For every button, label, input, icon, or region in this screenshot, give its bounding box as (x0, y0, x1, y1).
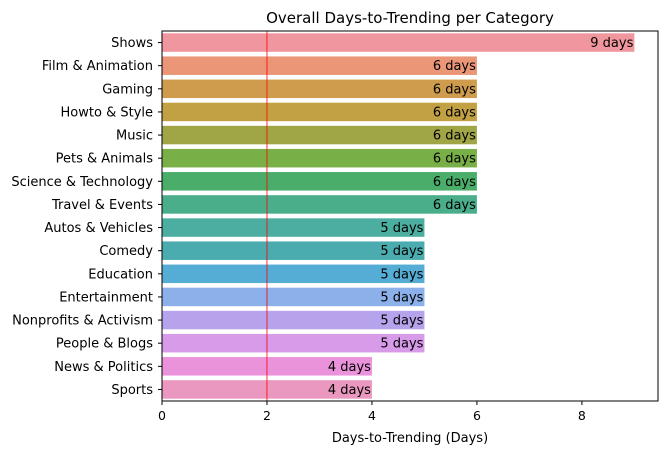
bar-film-animation (162, 56, 477, 75)
data-label-pets-animals: 6 days (433, 152, 476, 167)
category-label-pets-animals: Pets & Animals (56, 152, 154, 167)
data-label-news-politics: 4 days (328, 360, 371, 375)
data-label-autos-vehicles: 5 days (380, 221, 423, 236)
data-label-entertainment: 5 days (380, 290, 423, 305)
category-label-comedy: Comedy (99, 244, 153, 259)
bar-science-technology (162, 172, 477, 191)
category-label-science-technology: Science & Technology (11, 175, 153, 190)
x-axis-label: Days-to-Trending (Days) (332, 431, 488, 446)
x-tick-label-2: 2 (263, 408, 271, 423)
data-label-gaming: 6 days (433, 82, 476, 97)
category-label-gaming: Gaming (102, 82, 153, 97)
bar-nonprofits-activism (162, 310, 425, 330)
bar-education (162, 264, 425, 284)
category-label-people-blogs: People & Blogs (56, 337, 153, 352)
x-tick-group: 0 2 4 6 8 (158, 401, 586, 423)
bar-shows (162, 33, 635, 52)
category-label-nonprofits-activism: Nonprofits & Activism (12, 314, 153, 329)
category-label-news-politics: News & Politics (54, 360, 153, 375)
plot-frame (161, 30, 659, 402)
bar-comedy (162, 241, 425, 260)
bar-pets-animals (162, 148, 477, 168)
x-tick-label-6: 6 (473, 408, 481, 423)
category-label-group: Shows Film & Animation Gaming Howto & Style… (11, 36, 162, 398)
category-label-film-animation: Film & Animation (42, 59, 153, 74)
category-label-education: Education (88, 267, 153, 282)
data-label-group: 9 days 6 days 6 days 6 days 6 days 6 days 6 da… (328, 36, 634, 398)
data-label-education: 5 days (380, 267, 423, 282)
category-label-autos-vehicles: Autos & Vehicles (44, 221, 153, 236)
x-tick-label-8: 8 (578, 408, 586, 423)
category-label-travel-events: Travel & Events (51, 198, 153, 213)
bar-people-blogs (162, 333, 425, 353)
bar-music (162, 125, 477, 145)
data-label-music: 6 days (433, 129, 476, 144)
category-label-music: Music (116, 129, 153, 144)
data-label-shows: 9 days (590, 36, 633, 51)
bar-autos-vehicles (162, 218, 425, 237)
bar-travel-events (162, 195, 477, 214)
x-tick-label-0: 0 (158, 408, 166, 423)
category-label-howto-style: Howto & Style (61, 105, 153, 120)
x-tick-label-4: 4 (368, 408, 376, 423)
category-label-entertainment: Entertainment (59, 290, 153, 305)
category-label-shows: Shows (111, 36, 153, 51)
data-label-comedy: 5 days (380, 244, 423, 259)
data-label-travel-events: 6 days (433, 198, 476, 213)
category-label-sports: Sports (111, 383, 153, 398)
data-label-science-technology: 6 days (433, 175, 476, 190)
data-label-film-animation: 6 days (433, 59, 476, 74)
data-label-howto-style: 6 days (433, 105, 476, 120)
bar-entertainment (162, 287, 425, 307)
data-label-people-blogs: 5 days (380, 337, 423, 352)
data-label-sports: 4 days (328, 383, 371, 398)
bar-gaming (162, 79, 477, 99)
chart-title: Overall Days-to-Trending per Category (266, 9, 554, 27)
bar-group (162, 33, 635, 399)
bar-howto-style (162, 102, 477, 122)
data-label-nonprofits-activism: 5 days (380, 314, 423, 329)
